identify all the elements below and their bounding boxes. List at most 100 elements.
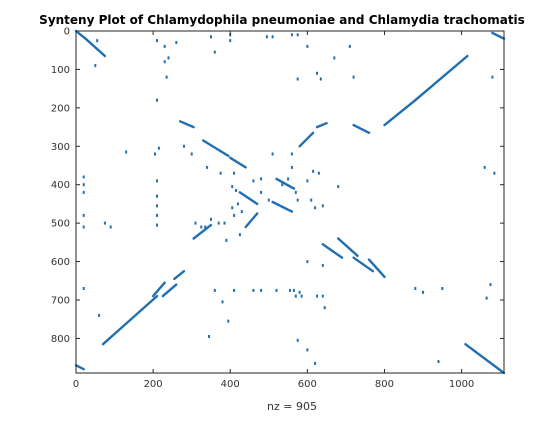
data-point-84 — [292, 288, 295, 292]
data-point-0 — [94, 64, 97, 68]
data-point-4 — [163, 44, 166, 48]
y-tick-label-7: 700 — [51, 295, 70, 306]
data-segment-11 — [383, 98, 417, 127]
data-point-72 — [156, 223, 158, 227]
data-point-93 — [208, 335, 210, 338]
data-point-101 — [422, 290, 424, 294]
data-point-87 — [316, 294, 318, 298]
data-point-92 — [306, 348, 309, 352]
data-point-29 — [190, 152, 193, 156]
data-point-35 — [231, 206, 234, 210]
data-segment-19 — [491, 31, 506, 40]
data-point-46 — [271, 152, 274, 156]
x-tick-label-3: 600 — [298, 379, 317, 390]
data-point-104 — [306, 260, 309, 264]
x-tick-label-1: 200 — [144, 379, 163, 390]
data-point-59 — [337, 185, 340, 189]
data-point-21 — [333, 56, 336, 60]
data-segment-20 — [74, 29, 87, 40]
x-axis-label: nz = 905 — [267, 400, 317, 413]
data-point-78 — [227, 319, 230, 323]
data-segment-16 — [352, 256, 375, 273]
data-point-37 — [223, 221, 226, 225]
data-point-70 — [156, 204, 158, 208]
data-point-80 — [252, 288, 255, 292]
data-point-52 — [296, 198, 299, 202]
data-segment-25 — [275, 177, 296, 190]
x-tick-label-0: 0 — [73, 379, 79, 390]
data-point-5 — [167, 56, 170, 60]
data-point-15 — [290, 33, 293, 37]
data-point-77 — [221, 300, 224, 304]
y-tick-label-8: 800 — [51, 334, 70, 345]
data-point-88 — [321, 294, 324, 298]
data-point-38 — [225, 238, 228, 242]
data-point-83 — [289, 288, 291, 292]
data-point-48 — [287, 177, 290, 181]
data-point-51 — [294, 190, 297, 194]
y-tick-label-5: 500 — [51, 219, 70, 230]
data-point-45 — [267, 198, 270, 202]
data-point-98 — [489, 283, 492, 287]
data-point-100 — [414, 287, 417, 290]
data-point-34 — [235, 189, 237, 192]
data-point-73 — [194, 221, 197, 225]
data-point-89 — [323, 306, 326, 310]
data-segment-13 — [84, 37, 107, 58]
data-point-79 — [233, 288, 236, 292]
data-point-68 — [156, 179, 158, 183]
data-point-94 — [441, 287, 444, 290]
data-point-47 — [281, 183, 284, 187]
data-segment-24 — [271, 200, 294, 213]
data-point-6 — [163, 60, 166, 64]
plot-frame — [75, 30, 505, 374]
y-tick-label-0: 0 — [64, 27, 70, 38]
x-tick-label-5: 1000 — [449, 379, 474, 390]
data-point-49 — [290, 152, 293, 156]
data-point-62 — [82, 190, 85, 194]
data-point-18 — [306, 44, 309, 48]
data-point-90 — [314, 361, 317, 365]
data-point-36 — [233, 213, 236, 217]
data-point-85 — [294, 294, 297, 298]
data-point-3 — [175, 41, 178, 44]
data-point-61 — [82, 183, 85, 187]
data-point-58 — [312, 169, 315, 173]
data-point-16 — [296, 33, 299, 37]
data-point-81 — [260, 288, 263, 292]
data-segment-22 — [244, 212, 259, 229]
data-segment-7 — [178, 120, 195, 129]
data-point-55 — [314, 206, 317, 210]
data-point-22 — [348, 44, 351, 48]
data-segment-1 — [151, 281, 166, 298]
data-point-14 — [271, 35, 274, 39]
data-point-54 — [310, 198, 313, 202]
data-point-71 — [156, 213, 158, 217]
data-point-30 — [206, 165, 209, 169]
data-point-27 — [157, 146, 160, 150]
data-point-24 — [491, 75, 494, 79]
data-segment-14 — [321, 243, 344, 259]
data-point-8 — [156, 98, 158, 102]
data-point-95 — [437, 360, 440, 363]
data-segment-12 — [414, 54, 469, 102]
data-point-76 — [213, 288, 216, 292]
data-point-41 — [238, 233, 241, 237]
chart-title: Synteny Plot of Chlamydophila pneumoniae… — [39, 13, 525, 27]
data-segment-9 — [315, 121, 328, 129]
data-point-96 — [483, 165, 486, 169]
data-point-43 — [260, 177, 263, 181]
data-point-103 — [298, 290, 301, 294]
data-point-67 — [109, 225, 112, 229]
data-point-26 — [154, 152, 156, 156]
data-point-28 — [183, 144, 185, 148]
data-segment-0 — [101, 294, 159, 346]
data-point-97 — [493, 171, 496, 175]
axis-ticks: 0 200 400 600 800 1000 0 100 200 300 400 500 600 700 8… — [51, 27, 504, 390]
data-segment-10 — [352, 123, 371, 135]
data-point-74 — [204, 225, 207, 229]
data-point-57 — [321, 204, 324, 208]
data-segment-4 — [192, 223, 213, 240]
